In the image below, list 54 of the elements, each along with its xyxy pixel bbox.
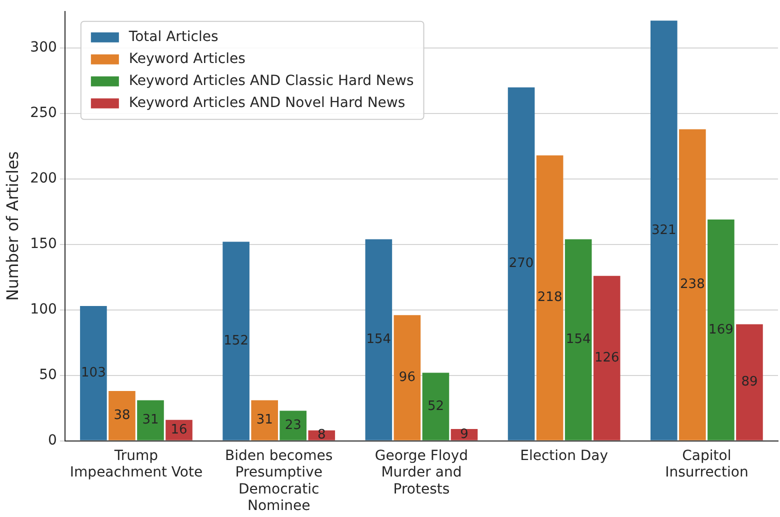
- legend-label: Keyword Articles AND Novel Hard News: [128, 95, 406, 112]
- data-label: 154: [366, 332, 392, 348]
- data-label: 152: [224, 333, 248, 348]
- data-label: 9: [460, 427, 468, 442]
- bar: [508, 87, 535, 440]
- data-label: 52: [427, 398, 444, 414]
- bar: [708, 220, 734, 440]
- data-label: 238: [680, 277, 705, 292]
- bar: [251, 400, 278, 440]
- bar: [137, 400, 164, 440]
- x-tick-label: Election Day: [520, 448, 608, 464]
- y-tick-label: 50: [39, 366, 57, 383]
- data-label: 96: [398, 370, 416, 386]
- data-label: 321: [651, 222, 676, 238]
- data-label: 218: [537, 290, 562, 306]
- bar: [736, 324, 763, 440]
- legend-label: Keyword Articles: [128, 51, 246, 68]
- y-axis-title: Number of Articles: [2, 151, 22, 301]
- legend-label: Total Articles: [128, 29, 218, 46]
- y-tick-label: 150: [30, 236, 57, 252]
- x-tick-label: George Floyd Murder and Protests: [374, 448, 468, 498]
- x-tick-label: Biden becomes Presumptive Democratic Nominee: [225, 448, 333, 514]
- data-label: 31: [142, 412, 159, 428]
- x-tick-label: Trump Impeachment Vote: [70, 448, 203, 481]
- bar: [564, 239, 592, 440]
- bar: [650, 20, 678, 440]
- y-tick-label: 200: [30, 170, 57, 187]
- data-label: 103: [81, 366, 106, 381]
- data-label: 8: [317, 428, 326, 443]
- y-tick-label: 250: [30, 105, 57, 122]
- bar: [365, 239, 392, 440]
- y-tick-label: 300: [30, 40, 57, 56]
- bar: [593, 276, 620, 440]
- data-label: 16: [170, 422, 188, 438]
- data-label: 31: [256, 412, 273, 428]
- bar: [536, 155, 564, 440]
- bar: [394, 315, 421, 440]
- data-label: 89: [741, 374, 758, 390]
- data-label: 270: [508, 256, 534, 272]
- data-label: 154: [566, 332, 591, 348]
- data-label: 38: [114, 408, 130, 424]
- y-tick-label: 100: [30, 302, 57, 318]
- bar: [108, 391, 136, 440]
- data-label: 169: [708, 322, 734, 338]
- bar: [280, 410, 307, 440]
- data-label: 126: [594, 350, 620, 366]
- data-label: 23: [284, 418, 302, 433]
- y-tick-label: 0: [48, 432, 57, 448]
- bar: [80, 306, 107, 440]
- x-tick-label: Capitol Insurrection: [665, 448, 748, 481]
- legend-label: Keyword Articles AND Classic Hard News: [128, 73, 414, 90]
- bar: [222, 242, 250, 440]
- bar: [422, 372, 450, 440]
- bar: [679, 129, 706, 440]
